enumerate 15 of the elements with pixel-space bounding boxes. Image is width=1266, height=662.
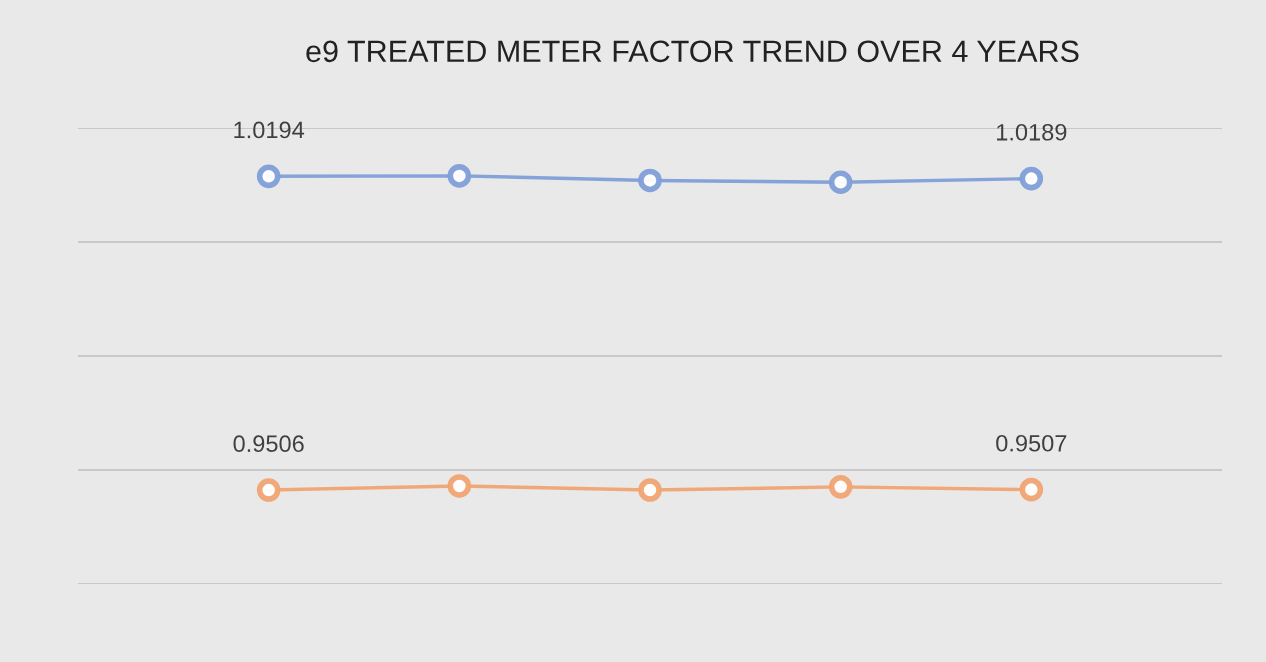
point — [828, 170, 853, 195]
point — [1019, 166, 1044, 191]
point — [447, 474, 472, 498]
point — [447, 164, 472, 188]
point — [828, 475, 853, 499]
point — [638, 478, 662, 502]
point — [638, 168, 662, 193]
point — [256, 164, 281, 189]
data-label: 1.0194 — [234, 121, 305, 139]
data-label: 0.9507 — [996, 434, 1067, 452]
point — [256, 478, 281, 502]
data-label: 1.0189 — [997, 123, 1067, 141]
data-label: 0.9506 — [233, 435, 304, 453]
point — [1019, 477, 1044, 502]
chart-title: e9 TREATED METER FACTOR TREND OVER 4 YEARS — [306, 40, 1079, 63]
